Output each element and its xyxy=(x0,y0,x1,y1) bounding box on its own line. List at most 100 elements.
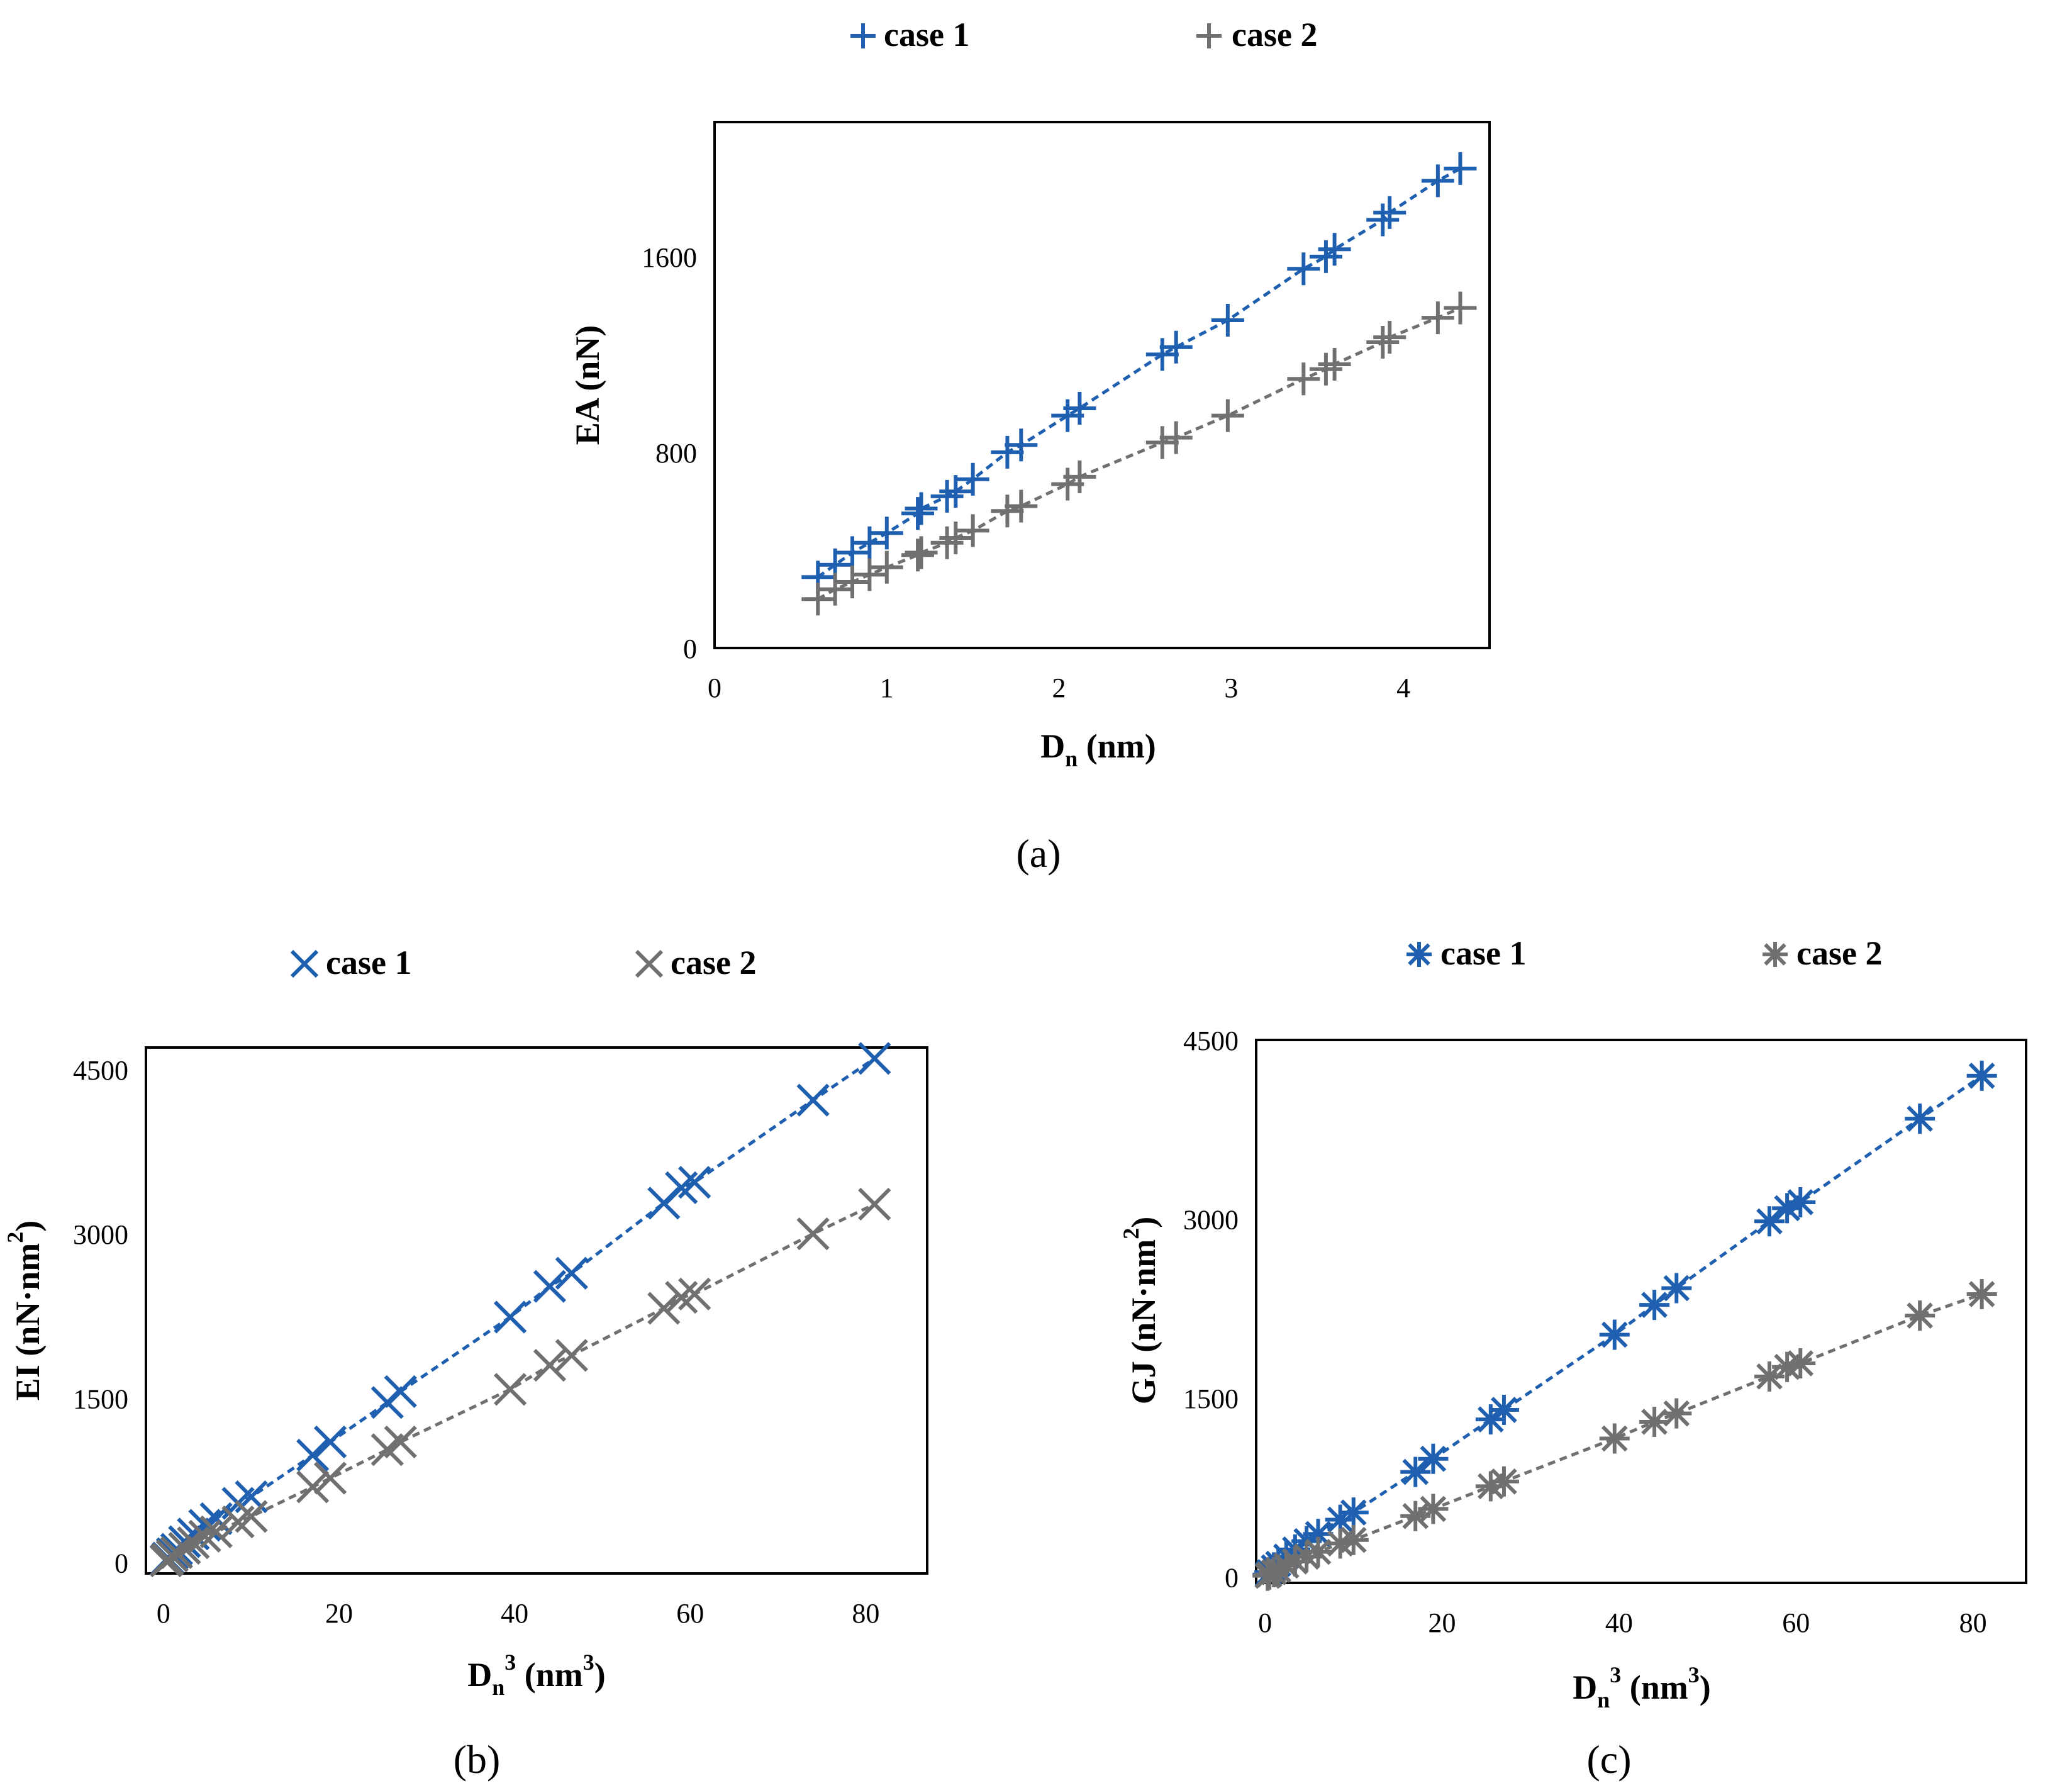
point-a-1-15 xyxy=(1159,330,1193,364)
point-c-2-7 xyxy=(1303,1536,1334,1567)
series-a-1 xyxy=(801,152,1477,594)
point-c-2-19 xyxy=(1785,1348,1816,1379)
ticks-b: 0 20 40 60 80 0 1500 3000 4500 xyxy=(73,1055,879,1629)
y-axis-label-c: GJ (nN·nm2) xyxy=(1118,1217,1162,1405)
point-a-1-7 xyxy=(930,479,964,513)
point-a-2-15 xyxy=(1159,421,1193,454)
point-b-1-13 xyxy=(384,1375,417,1409)
point-c-1-14 xyxy=(1599,1319,1630,1350)
point-c-2-20 xyxy=(1905,1300,1936,1331)
series-c-2 xyxy=(1252,1278,1997,1591)
point-a-2-9 xyxy=(956,514,989,547)
point-c-2-15 xyxy=(1639,1406,1670,1437)
point-b-1-14 xyxy=(494,1300,527,1334)
x-tick-b-3: 60 xyxy=(676,1598,704,1629)
legend-c-marker-2-glyph xyxy=(1763,942,1788,967)
point-c-1-9 xyxy=(1338,1497,1369,1528)
point-b-1-15 xyxy=(533,1270,567,1303)
panel-b: case 1 case 2 0 20 40 60 80 0 1500 3000 4500 Dn3… xyxy=(3,944,928,1782)
series-a-2 xyxy=(801,291,1477,616)
point-a-1-14 xyxy=(1145,338,1179,371)
point-c-2-17 xyxy=(1754,1361,1785,1392)
point-a-2-2 xyxy=(836,566,869,599)
y-tick-c-2: 3000 xyxy=(1183,1205,1239,1236)
legend-a-marker-2-glyph xyxy=(1196,23,1222,48)
legend-c-case1-marker xyxy=(1406,942,1432,967)
point-b-2-16 xyxy=(555,1339,588,1372)
point-c-2-9 xyxy=(1338,1524,1369,1555)
point-a-2-11 xyxy=(1005,489,1038,523)
point-c-2-13 xyxy=(1488,1466,1519,1497)
point-c-2-14 xyxy=(1599,1423,1630,1454)
point-a-2-22 xyxy=(1421,301,1454,335)
point-a-1-10 xyxy=(991,435,1024,469)
x-tick-a-2: 2 xyxy=(1052,673,1066,703)
point-a-2-18 xyxy=(1309,352,1342,386)
point-a-1-2 xyxy=(836,536,869,569)
x-tick-c-1: 20 xyxy=(1428,1607,1456,1638)
point-a-1-11 xyxy=(1005,428,1038,462)
panel-label-c: (c) xyxy=(1586,1737,1631,1782)
y-tick-b-3: 4500 xyxy=(73,1055,128,1086)
point-b-2-7 xyxy=(199,1515,233,1548)
point-b-1-21 xyxy=(858,1042,891,1075)
legend-c-case2-label: case 2 xyxy=(1796,934,1882,972)
panel-label-a: (a) xyxy=(1016,831,1061,876)
legend-b-case1-label: case 1 xyxy=(326,944,411,981)
point-b-2-20 xyxy=(796,1217,830,1251)
x-axis-label-c: Dn3 (nm3) xyxy=(1573,1662,1711,1713)
point-a-1-13 xyxy=(1063,391,1096,425)
x-tick-c-4: 80 xyxy=(1959,1607,1987,1638)
y-tick-a-1: 800 xyxy=(655,438,697,469)
legend-a: case 1 case 2 xyxy=(850,16,1317,53)
point-a-1-19 xyxy=(1318,233,1351,266)
point-b-2-15 xyxy=(533,1348,567,1382)
series-a xyxy=(801,152,1477,616)
point-a-2-21 xyxy=(1373,321,1406,354)
point-a-2-20 xyxy=(1366,325,1400,359)
point-c-1-19 xyxy=(1785,1187,1816,1217)
point-a-2-3 xyxy=(853,558,886,591)
point-b-2-3 xyxy=(160,1536,193,1570)
legend-a-case1-marker xyxy=(850,23,876,48)
legend-a-marker-1-glyph xyxy=(850,23,876,48)
legend-b: case 1 case 2 xyxy=(290,944,756,981)
point-a-1-9 xyxy=(956,462,989,496)
point-c-1-20 xyxy=(1905,1104,1936,1134)
ticks-c: 0 20 40 60 80 0 1500 3000 4500 xyxy=(1183,1025,1987,1638)
series-b xyxy=(149,1042,891,1578)
point-b-2-19 xyxy=(678,1277,711,1310)
y-tick-b-1: 1500 xyxy=(73,1383,128,1414)
x-tick-b-1: 20 xyxy=(325,1598,353,1629)
legend-b-case2-label: case 2 xyxy=(671,944,756,981)
legend-c-marker-1-glyph xyxy=(1406,942,1432,967)
point-c-1-21 xyxy=(1966,1060,1997,1091)
point-b-2-18 xyxy=(665,1280,698,1314)
x-tick-b-0: 0 xyxy=(157,1598,170,1629)
point-b-2-17 xyxy=(647,1292,681,1325)
point-a-2-10 xyxy=(991,494,1024,528)
series-b-2 xyxy=(149,1187,891,1578)
point-a-1-3 xyxy=(853,526,886,559)
point-a-1-8 xyxy=(939,475,972,508)
x-tick-c-2: 40 xyxy=(1605,1607,1633,1638)
point-a-2-8 xyxy=(939,522,972,555)
point-a-1-18 xyxy=(1309,240,1342,273)
plot-area-b xyxy=(145,1046,928,1575)
x-tick-a-1: 1 xyxy=(880,673,894,703)
point-b-2-11 xyxy=(313,1461,347,1495)
plot-area-c xyxy=(1255,1039,2027,1584)
legend-c-case1-label: case 1 xyxy=(1440,934,1526,972)
point-b-1-16 xyxy=(555,1256,588,1290)
point-b-2-4 xyxy=(168,1531,201,1565)
legend-b-case1-marker xyxy=(290,949,319,978)
point-b-1-10 xyxy=(296,1438,330,1472)
point-a-2-23 xyxy=(1444,291,1477,325)
y-tick-c-1: 1500 xyxy=(1183,1383,1239,1414)
point-b-2-9 xyxy=(235,1500,268,1533)
x-tick-c-3: 60 xyxy=(1782,1607,1810,1638)
legend-a-case1-label: case 1 xyxy=(884,16,969,53)
point-a-2-16 xyxy=(1211,399,1244,432)
point-a-1-21 xyxy=(1373,196,1406,229)
